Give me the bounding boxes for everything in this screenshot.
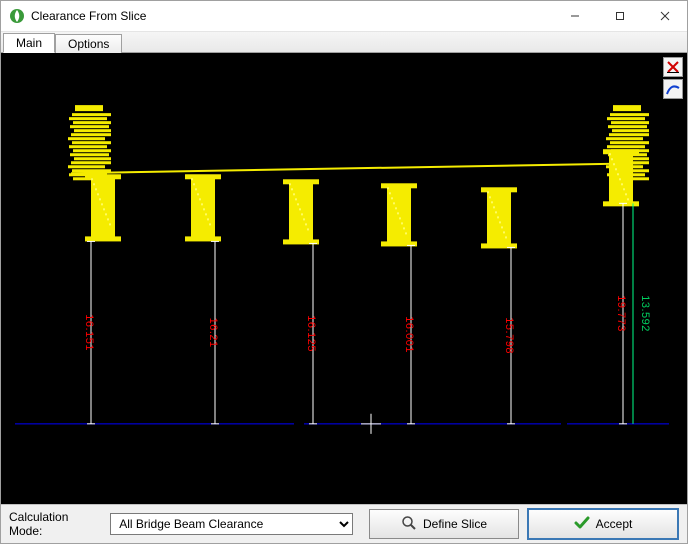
magnifier-icon [401,515,417,534]
accept-label: Accept [596,517,633,531]
tab-options[interactable]: Options [55,34,122,53]
svg-text:13.592: 13.592 [639,295,651,332]
define-slice-button[interactable]: Define Slice [369,509,519,539]
window-title: Clearance From Slice [31,9,146,23]
curve-tool[interactable] [663,79,683,99]
svg-text:15.798: 15.798 [503,317,515,354]
app-icon [9,8,25,24]
svg-text:16.151: 16.151 [83,314,95,351]
tab-main[interactable]: Main [3,33,55,53]
maximize-button[interactable] [597,1,642,31]
canvas-svg: 16.151 16.21 16.125 16.001 15.798 19.773 13.59… [1,53,687,504]
side-toolbar [663,57,683,99]
titlebar: Clearance From Slice [1,1,687,32]
main-window: Clearance From Slice Main Options 16.151… [0,0,688,544]
accept-button[interactable]: Accept [527,508,679,540]
svg-text:16.001: 16.001 [403,316,415,353]
drawing-canvas[interactable]: 16.151 16.21 16.125 16.001 15.798 19.773 13.59… [1,53,687,504]
tab-strip: Main Options [1,32,687,53]
checkmark-icon [574,515,590,534]
svg-text:16.125: 16.125 [305,315,317,352]
svg-text:19.773: 19.773 [615,295,627,332]
remove-marker-tool[interactable] [663,57,683,77]
define-slice-label: Define Slice [423,517,487,531]
bottom-bar: Calculation Mode: All Bridge Beam Cleara… [1,504,687,543]
calc-mode-label: Calculation Mode: [9,510,102,538]
calc-mode-select[interactable]: All Bridge Beam Clearance [110,513,353,535]
svg-text:16.21: 16.21 [207,318,219,348]
close-button[interactable] [642,1,687,31]
minimize-button[interactable] [552,1,597,31]
